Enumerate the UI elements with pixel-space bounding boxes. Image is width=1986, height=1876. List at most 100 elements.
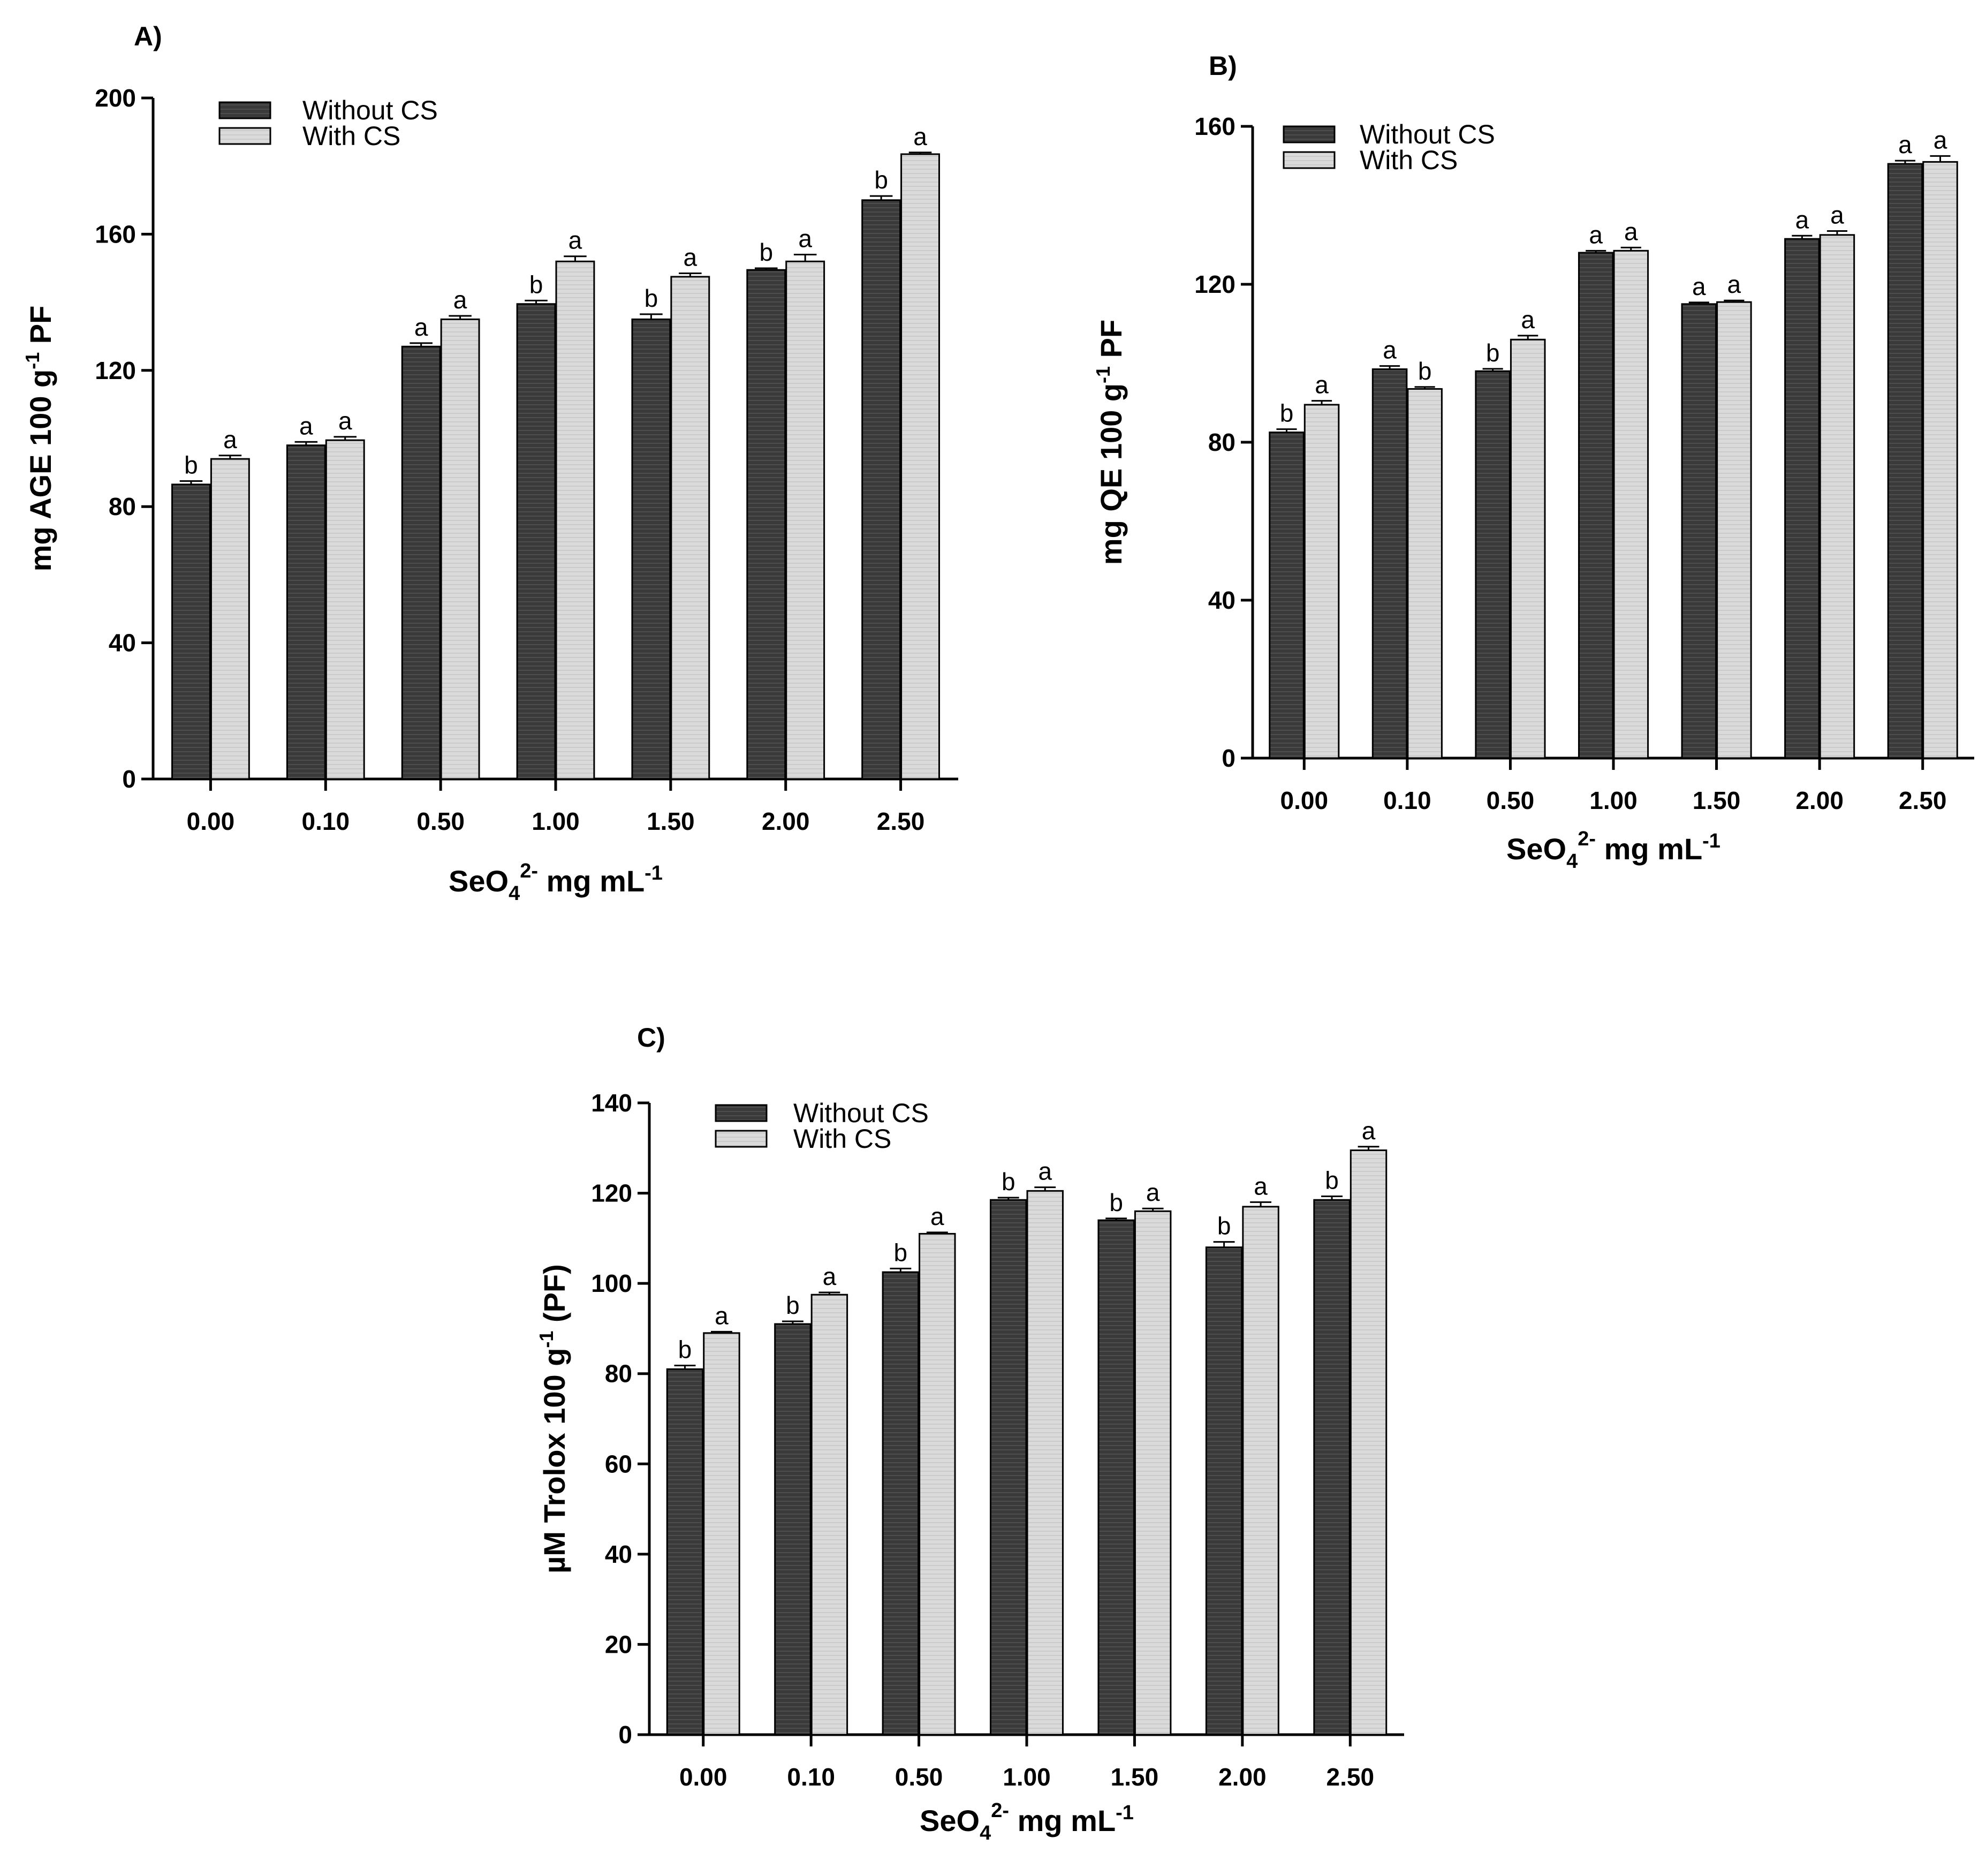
significance-label: a (1934, 126, 1947, 154)
significance-label: a (299, 412, 313, 440)
significance-label: b (184, 451, 198, 479)
error-bar (1792, 234, 1813, 239)
legend-swatch-with-cs (715, 1130, 768, 1148)
error-bar (997, 1197, 1019, 1200)
bar-without-cs (1269, 432, 1305, 759)
significance-label: b (786, 1291, 800, 1319)
bar-without-cs (171, 483, 211, 780)
y-tick-label: 120 (1194, 270, 1235, 298)
bar-with-cs (1134, 1210, 1172, 1736)
legend-label: Without CS (1360, 119, 1495, 149)
significance-label: a (223, 426, 237, 453)
x-tick-label: 1.00 (532, 807, 580, 835)
error-bar (410, 342, 433, 347)
error-bar (711, 1330, 732, 1333)
legend-swatch-without-cs (715, 1104, 768, 1122)
bar-without-cs (286, 444, 326, 780)
x-tick-label: 0.50 (416, 807, 465, 835)
x-tick-label: 2.50 (877, 807, 925, 835)
error-bar (1321, 1195, 1343, 1200)
significance-label: b (1418, 357, 1432, 385)
error-bar (218, 455, 242, 459)
x-tick-label: 0.50 (895, 1763, 943, 1791)
legend-label: With CS (302, 121, 400, 151)
x-axis-title: SeO42- mg mL-1 (920, 1799, 1134, 1844)
bar-with-cs (1242, 1206, 1279, 1736)
significance-label: a (1795, 206, 1809, 233)
legend-swatch-without-cs (1283, 125, 1336, 143)
error-bar (679, 273, 702, 277)
significance-label: a (1146, 1178, 1160, 1206)
significance-label: b (894, 1238, 908, 1266)
y-tick-label: 20 (605, 1630, 632, 1658)
error-bar (1379, 365, 1400, 369)
bar-without-cs (861, 199, 901, 780)
panel-label: B) (1209, 51, 1237, 81)
significance-label: a (913, 123, 927, 150)
error-bar (294, 441, 318, 445)
error-bar (1688, 301, 1709, 304)
panel-label: C) (637, 1023, 665, 1053)
legend-swatch-without-cs (218, 101, 271, 119)
significance-label: a (1624, 217, 1638, 245)
bar-with-cs (785, 260, 825, 780)
significance-label: b (1217, 1212, 1231, 1240)
bar-without-cs (1578, 252, 1614, 759)
legend-label: With CS (793, 1124, 891, 1154)
bar-with-cs (810, 1293, 848, 1736)
x-tick-label: 0.10 (787, 1763, 835, 1791)
x-axis-title: SeO42- mg mL-1 (1506, 828, 1720, 873)
error-bar (1034, 1186, 1056, 1191)
bar-with-cs (670, 276, 710, 780)
significance-label: a (1383, 336, 1397, 364)
bar-without-cs (882, 1271, 920, 1736)
x-tick-label: 2.50 (1326, 1763, 1375, 1791)
significance-label: a (798, 225, 812, 253)
bar-with-cs (919, 1232, 956, 1736)
significance-label: a (568, 226, 582, 254)
significance-label: b (1109, 1189, 1123, 1216)
x-tick-label: 1.00 (1589, 786, 1638, 814)
bar-with-cs (1303, 404, 1340, 759)
error-bar (1482, 368, 1503, 372)
y-tick-label: 200 (95, 84, 136, 112)
error-bar (1826, 230, 1847, 235)
bar-without-cs (1784, 238, 1820, 759)
bar-without-cs (1313, 1199, 1351, 1736)
significance-label: a (1898, 131, 1912, 158)
legend-label: Without CS (302, 95, 438, 125)
error-bar (1518, 335, 1538, 340)
significance-label: a (1254, 1172, 1268, 1200)
y-axis-title: mg QE 100 g-1 PF (1092, 320, 1128, 565)
y-tick-label: 120 (591, 1179, 632, 1207)
significance-label: a (715, 1302, 729, 1329)
error-bar (1250, 1201, 1272, 1207)
error-bar (754, 267, 778, 270)
bar-with-cs (1026, 1190, 1064, 1736)
significance-label: a (1692, 273, 1706, 300)
bar-without-cs (1475, 370, 1511, 759)
significance-label: a (1589, 221, 1603, 248)
significance-label: b (1280, 399, 1294, 427)
y-tick-label: 40 (605, 1540, 632, 1568)
bar-without-cs (401, 345, 441, 780)
x-tick-label: 0.00 (1280, 786, 1329, 814)
x-tick-label: 0.00 (679, 1763, 727, 1791)
legend-label: With CS (1360, 145, 1458, 175)
y-tick-label: 0 (122, 765, 136, 793)
error-bar (869, 195, 893, 200)
y-tick-label: 0 (1222, 744, 1235, 772)
significance-label: b (1325, 1166, 1339, 1194)
bar-with-cs (1716, 301, 1752, 759)
bar-with-cs (1613, 249, 1649, 759)
x-tick-label: 1.00 (1003, 1763, 1051, 1791)
error-bar (926, 1231, 948, 1234)
error-bar (1930, 155, 1951, 162)
bar-without-cs (1887, 163, 1923, 759)
x-tick-label: 2.50 (1899, 786, 1947, 814)
x-tick-label: 1.50 (1693, 786, 1741, 814)
error-bar (1724, 299, 1745, 302)
y-tick-label: 160 (1194, 112, 1235, 140)
significance-label: a (1362, 1117, 1376, 1145)
